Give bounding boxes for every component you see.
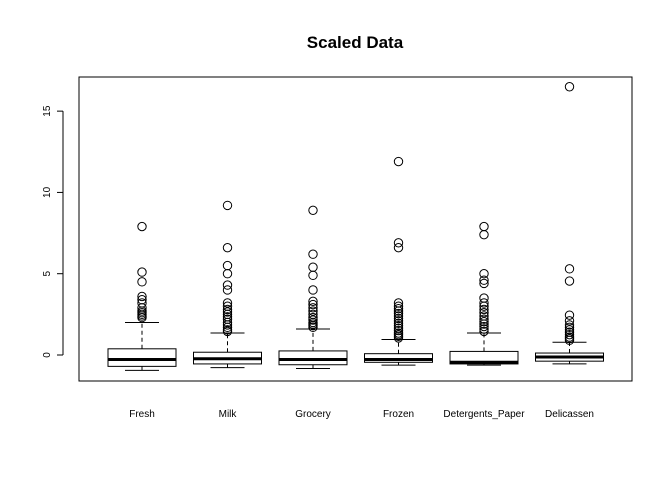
outlier-point (308, 315, 318, 325)
x-category-label: Frozen (383, 409, 414, 420)
outlier-point (564, 310, 575, 320)
outlier-point (308, 299, 318, 310)
outlier-point (479, 326, 489, 337)
outlier-point (479, 304, 489, 315)
x-category-label: Fresh (129, 409, 155, 420)
box-iqr (364, 353, 433, 363)
outlier-point (393, 316, 404, 326)
outlier-point (222, 325, 233, 335)
outlier-point (222, 200, 233, 211)
x-category-label: Grocery (295, 409, 331, 420)
y-tick-label: 0 (42, 352, 53, 358)
outlier-point (564, 276, 575, 286)
outlier-point (393, 321, 404, 331)
outlier-point (222, 298, 233, 308)
box-fresh (107, 221, 177, 371)
outlier-point (137, 221, 147, 232)
outlier-point (137, 298, 147, 308)
x-category-label: Detergents_Paper (443, 409, 525, 420)
outlier-point (564, 325, 575, 335)
outlier-point (564, 329, 575, 340)
outlier-point (393, 311, 404, 321)
box-detergents-paper (449, 221, 519, 366)
outlier-point (393, 313, 404, 324)
outlier-point (222, 260, 233, 271)
outlier-point (393, 303, 404, 314)
outlier-point (137, 267, 147, 277)
outlier-point (222, 301, 233, 311)
x-axis-labels: Fresh Milk Grocery Frozen Detergents_Paper De… (129, 409, 594, 420)
outlier-point (308, 285, 318, 295)
box-iqr (107, 348, 177, 367)
outlier-point (137, 295, 147, 305)
outlier-point (479, 229, 489, 240)
box-iqr (278, 350, 348, 366)
outlier-point (564, 316, 575, 326)
outlier-point (479, 321, 489, 332)
outlier-point (564, 322, 575, 333)
outlier-point (564, 82, 575, 92)
outlier-point (393, 156, 404, 167)
outlier-point (222, 242, 233, 253)
outlier-point (479, 324, 489, 334)
outlier-point (479, 311, 489, 321)
outlier-point (479, 269, 489, 279)
outlier-point (479, 308, 489, 318)
outlier-point (393, 301, 404, 311)
x-category-label: Delicassen (545, 409, 594, 420)
outlier-point (393, 325, 404, 336)
outlier-point (222, 280, 233, 290)
box-frozen (364, 156, 433, 366)
y-tick-label: 10 (42, 186, 53, 198)
outlier-point (479, 293, 489, 303)
outlier-point (393, 242, 404, 253)
outlier-point (308, 309, 318, 320)
outlier-point (308, 270, 318, 281)
chart-title: Scaled Data (307, 33, 404, 52)
outlier-point (479, 221, 489, 232)
outlier-point (308, 262, 318, 272)
outlier-point (308, 205, 318, 216)
outlier-point (222, 307, 233, 317)
y-axis: 0 5 10 15 (42, 105, 64, 358)
x-category-label: Milk (219, 409, 238, 420)
outlier-point (308, 296, 318, 307)
outlier-point (222, 304, 233, 315)
outlier-point (393, 298, 404, 308)
y-tick-label: 15 (42, 105, 53, 117)
outlier-point (479, 298, 489, 308)
box-series (107, 82, 604, 371)
outlier-point (479, 314, 489, 324)
outlier-point (479, 316, 489, 327)
outlier-point (564, 264, 575, 274)
outlier-point (479, 278, 489, 289)
outlier-point (564, 320, 575, 330)
box-grocery (278, 205, 348, 369)
outlier-point (479, 275, 489, 285)
box-delicassen (535, 82, 604, 365)
outlier-point (393, 323, 404, 333)
outlier-point (564, 327, 575, 337)
outlier-point (308, 312, 318, 323)
outlier-point (308, 306, 318, 316)
outlier-point (393, 318, 404, 328)
outlier-point (222, 312, 233, 322)
outlier-point (308, 303, 318, 313)
box-milk (193, 200, 262, 369)
outlier-point (137, 291, 147, 302)
box-iqr (449, 350, 519, 365)
outlier-point (222, 285, 233, 295)
outlier-point (393, 308, 404, 319)
outlier-point (222, 314, 233, 324)
y-tick-label: 5 (42, 270, 53, 276)
outlier-point (564, 332, 575, 342)
outlier-point (308, 249, 318, 259)
plot-frame (78, 76, 633, 382)
outlier-point (222, 269, 233, 279)
outlier-point (393, 328, 404, 338)
outlier-point (393, 238, 404, 248)
outlier-point (137, 277, 147, 287)
